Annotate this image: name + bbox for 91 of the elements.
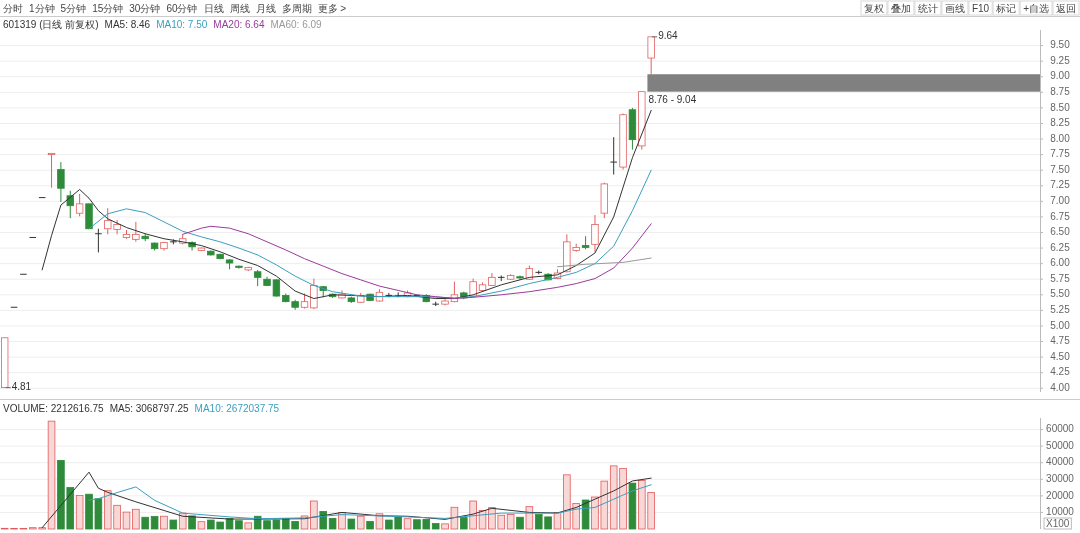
annotation: 9.64 <box>658 30 679 42</box>
y-tick-label: 20000 <box>1046 489 1075 501</box>
y-tick-label: 9.50 <box>1050 39 1071 51</box>
text: 分时 <box>3 3 23 14</box>
text: 多周期 <box>281 3 312 14</box>
bar <box>628 482 637 530</box>
text: F10 <box>971 3 990 14</box>
text: 统计 <box>917 3 938 14</box>
text: 1分钟 <box>29 3 55 14</box>
bar <box>516 516 524 530</box>
text: MA10: 7.50 <box>156 19 208 30</box>
text: X100 <box>1046 518 1070 529</box>
text: 标记 <box>995 3 1017 14</box>
y-tick-label: 7.00 <box>1050 194 1071 206</box>
bar <box>328 518 337 530</box>
y-tick-label: 4.50 <box>1050 350 1071 362</box>
line-series <box>556 257 652 268</box>
candlestick <box>132 221 140 243</box>
bar <box>366 520 374 530</box>
y-tick-label: 4.25 <box>1050 366 1071 378</box>
y-tick-label: 10000 <box>1046 506 1075 518</box>
text: MA20: 6.64 <box>213 19 265 30</box>
y-tick-label: 8.75 <box>1050 85 1071 97</box>
chart-title: 601319 (日线 前复权) <box>3 19 99 30</box>
text: 周线 <box>229 3 250 14</box>
bar <box>403 518 412 530</box>
y-tick-label: 8.00 <box>1050 132 1071 144</box>
bar <box>244 522 253 530</box>
text: +自选 <box>1023 3 1049 14</box>
y-tick-label: 6.50 <box>1050 226 1071 238</box>
bar <box>460 517 468 530</box>
y-tick-label: 4.00 <box>1050 381 1071 393</box>
bar <box>160 515 168 530</box>
bar <box>150 516 159 530</box>
bar <box>356 515 365 530</box>
y-tick-label: 5.00 <box>1050 319 1071 331</box>
candlestick <box>94 228 103 253</box>
y-tick-label: 30000 <box>1046 472 1075 484</box>
y-tick-label: 7.50 <box>1050 163 1071 175</box>
text: 30分钟 <box>129 3 161 14</box>
y-tick-label: 9.25 <box>1050 54 1071 66</box>
text: 复权 <box>863 3 884 14</box>
text: MA5: 8.46 <box>104 19 151 30</box>
bar <box>581 499 590 530</box>
text: MA10: 2672037.75 <box>194 403 280 414</box>
y-tick-label: 9.00 <box>1050 70 1071 82</box>
text: 日线 <box>203 3 224 14</box>
bar <box>506 514 515 530</box>
text: 返回 <box>1056 3 1076 14</box>
annotation: 4.81 <box>11 381 32 393</box>
y-tick-label: 7.75 <box>1050 148 1071 160</box>
chart-title: VOLUME: 2212616.75 <box>3 403 105 414</box>
candlestick <box>57 161 65 203</box>
text: 15分钟 <box>92 3 124 14</box>
bar <box>169 519 178 530</box>
bar <box>75 495 84 530</box>
text: 5分钟 <box>60 3 87 14</box>
bar <box>47 420 56 530</box>
text: 画线 <box>944 3 965 14</box>
y-tick-label: 6.00 <box>1050 257 1071 269</box>
text: 更多 > <box>317 3 347 14</box>
band-label: 8.76 - 9.04 <box>648 93 697 105</box>
y-tick-label: 5.25 <box>1050 304 1071 316</box>
candlestick <box>47 152 56 189</box>
bar <box>431 523 440 530</box>
bar <box>141 516 149 530</box>
text: 60分钟 <box>166 3 198 14</box>
y-tick-label: 5.75 <box>1050 272 1071 284</box>
y-tick-label: 8.50 <box>1050 101 1071 113</box>
text: MA60: 6.09 <box>270 19 323 30</box>
text: 叠加 <box>890 3 911 14</box>
line-series <box>88 484 652 520</box>
text: 月线 <box>255 3 276 14</box>
bar <box>347 518 356 530</box>
y-tick-label: 5.50 <box>1050 288 1071 300</box>
y-tick-label: 6.75 <box>1050 210 1071 222</box>
text: MA5: 3068797.25 <box>109 403 190 414</box>
y-tick-label: 60000 <box>1046 423 1075 435</box>
y-tick-label: 40000 <box>1046 456 1075 468</box>
y-tick-label: 50000 <box>1046 439 1075 451</box>
bar <box>197 521 206 530</box>
bar <box>525 506 534 530</box>
y-tick-label: 4.75 <box>1050 335 1071 347</box>
candlestick <box>591 214 599 253</box>
y-tick-label: 7.25 <box>1050 179 1071 191</box>
line-series <box>41 471 652 529</box>
y-tick-label: 6.25 <box>1050 241 1071 253</box>
candlestick <box>609 136 618 176</box>
candlestick <box>66 190 74 219</box>
y-tick-label: 8.25 <box>1050 117 1071 129</box>
candlestick <box>75 193 84 217</box>
